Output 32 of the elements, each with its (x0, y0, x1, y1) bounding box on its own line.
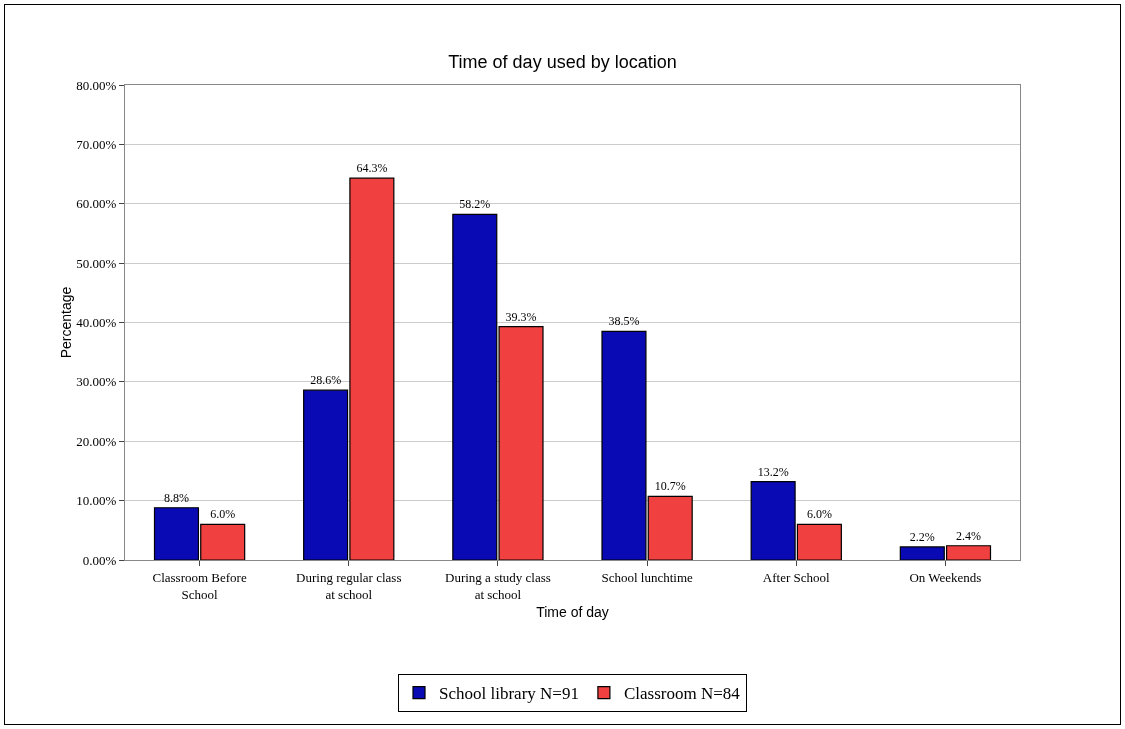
data-label: 13.2% (757, 464, 789, 479)
x-tick-label: School lunchtime (601, 569, 693, 585)
data-label: 6.0% (806, 507, 832, 522)
x-axis-title: Time of day (536, 603, 609, 620)
data-label: 64.3% (356, 161, 388, 176)
y-tick-label: 50.00% (76, 255, 117, 271)
data-label: 2.4% (956, 528, 982, 543)
data-label: 6.0% (210, 507, 236, 522)
data-label: 39.3% (505, 309, 537, 324)
data-label: 28.6% (310, 373, 342, 388)
x-tick-label: After School (762, 569, 831, 585)
y-axis-title: Percentage (58, 286, 75, 359)
legend-label: Classroom N=84 (623, 684, 741, 704)
chart-title: Time of day used by location (448, 51, 677, 72)
data-label: 58.2% (459, 197, 491, 212)
y-tick-label: 70.00% (76, 136, 117, 152)
y-tick-label: 10.00% (76, 493, 117, 509)
y-tick-label: 80.00% (76, 77, 117, 93)
data-label: 2.2% (909, 529, 935, 544)
y-tick-label: 0.00% (82, 552, 117, 568)
x-tick-label: On Weekends (909, 569, 982, 585)
data-label: 10.7% (654, 479, 686, 494)
x-tick-label: Classroom Before School (152, 569, 247, 602)
y-tick-label: 40.00% (76, 315, 117, 331)
legend-label: School library N=91 (439, 684, 579, 704)
y-tick-label: 30.00% (76, 374, 117, 390)
x-tick-label: During regular class at school (296, 569, 402, 602)
data-label: 38.5% (608, 314, 640, 329)
y-tick-label: 60.00% (76, 196, 117, 212)
y-tick-label: 20.00% (76, 433, 117, 449)
x-tick-label: During a study class at school (445, 569, 551, 602)
data-label: 8.8% (163, 490, 189, 505)
